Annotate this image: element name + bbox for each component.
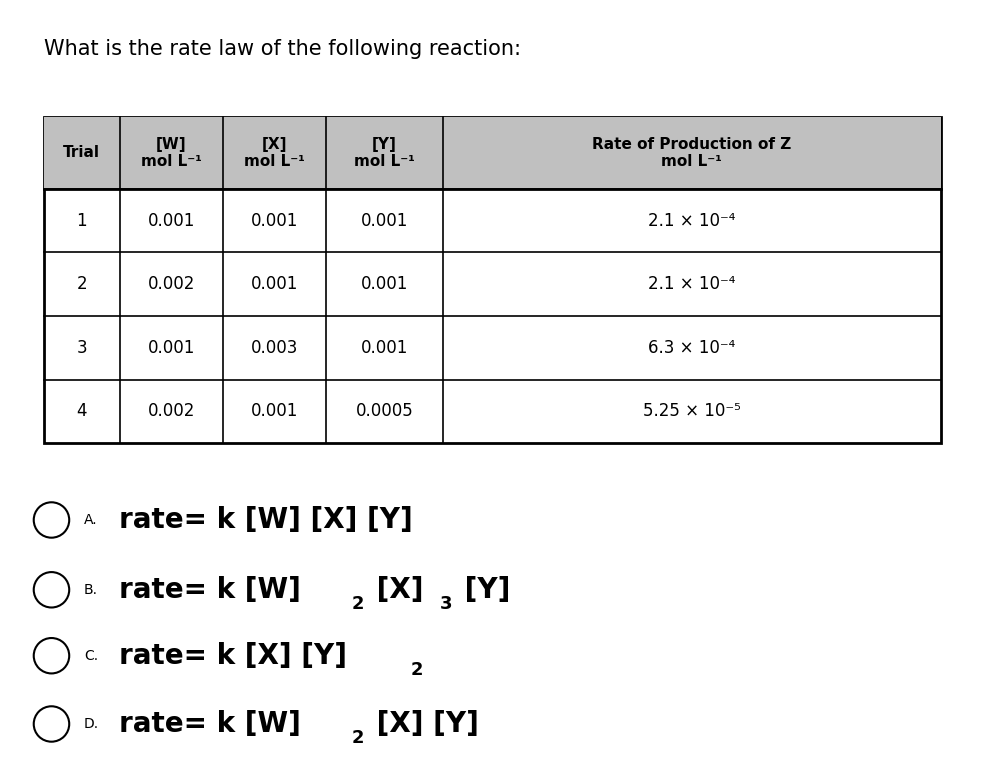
Text: 2.1 × 10⁻⁴: 2.1 × 10⁻⁴ bbox=[648, 275, 736, 293]
Text: B.: B. bbox=[84, 583, 98, 597]
Text: rate= k [W]: rate= k [W] bbox=[118, 710, 300, 738]
Text: 0.001: 0.001 bbox=[361, 275, 409, 293]
Text: 0.001: 0.001 bbox=[148, 212, 195, 230]
Text: 2: 2 bbox=[411, 661, 422, 679]
Text: What is the rate law of the following reaction:: What is the rate law of the following re… bbox=[44, 39, 521, 59]
Text: rate= k [W]: rate= k [W] bbox=[118, 575, 300, 604]
Text: 0.001: 0.001 bbox=[361, 212, 409, 230]
Text: 0.001: 0.001 bbox=[250, 212, 298, 230]
Text: 2: 2 bbox=[351, 729, 364, 747]
Text: 3: 3 bbox=[77, 339, 87, 357]
Text: [Y]
mol L⁻¹: [Y] mol L⁻¹ bbox=[354, 136, 414, 169]
Text: A.: A. bbox=[84, 513, 97, 527]
Text: [X]: [X] bbox=[367, 575, 423, 604]
Text: rate= k [X] [Y]: rate= k [X] [Y] bbox=[118, 642, 347, 670]
Text: 0.001: 0.001 bbox=[250, 275, 298, 293]
Text: 1: 1 bbox=[77, 212, 87, 230]
Text: [Y]: [Y] bbox=[455, 575, 511, 604]
Text: 6.3 × 10⁻⁴: 6.3 × 10⁻⁴ bbox=[648, 339, 736, 357]
Bar bbox=[44, 117, 940, 443]
Text: [X]
mol L⁻¹: [X] mol L⁻¹ bbox=[245, 136, 305, 169]
Text: Rate of Production of Z
mol L⁻¹: Rate of Production of Z mol L⁻¹ bbox=[592, 136, 791, 169]
Text: 0.001: 0.001 bbox=[361, 339, 409, 357]
Text: rate= k [W] [X] [Y]: rate= k [W] [X] [Y] bbox=[118, 506, 413, 534]
Text: D.: D. bbox=[84, 717, 99, 731]
Text: 0.003: 0.003 bbox=[250, 339, 298, 357]
Text: 0.001: 0.001 bbox=[250, 402, 298, 420]
Text: 0.002: 0.002 bbox=[148, 402, 195, 420]
Text: 2: 2 bbox=[77, 275, 87, 293]
Text: [X] [Y]: [X] [Y] bbox=[367, 710, 479, 738]
Text: 4: 4 bbox=[77, 402, 86, 420]
Text: C.: C. bbox=[84, 648, 98, 662]
Text: 3: 3 bbox=[439, 595, 452, 613]
Text: 0.002: 0.002 bbox=[148, 275, 195, 293]
Text: 5.25 × 10⁻⁵: 5.25 × 10⁻⁵ bbox=[643, 402, 741, 420]
Text: [W]
mol L⁻¹: [W] mol L⁻¹ bbox=[141, 136, 202, 169]
Bar bbox=[44, 117, 940, 189]
Text: 0.0005: 0.0005 bbox=[356, 402, 414, 420]
Text: 2: 2 bbox=[351, 595, 364, 613]
Text: Trial: Trial bbox=[64, 145, 100, 160]
Text: 2.1 × 10⁻⁴: 2.1 × 10⁻⁴ bbox=[648, 212, 736, 230]
Text: 0.001: 0.001 bbox=[148, 339, 195, 357]
